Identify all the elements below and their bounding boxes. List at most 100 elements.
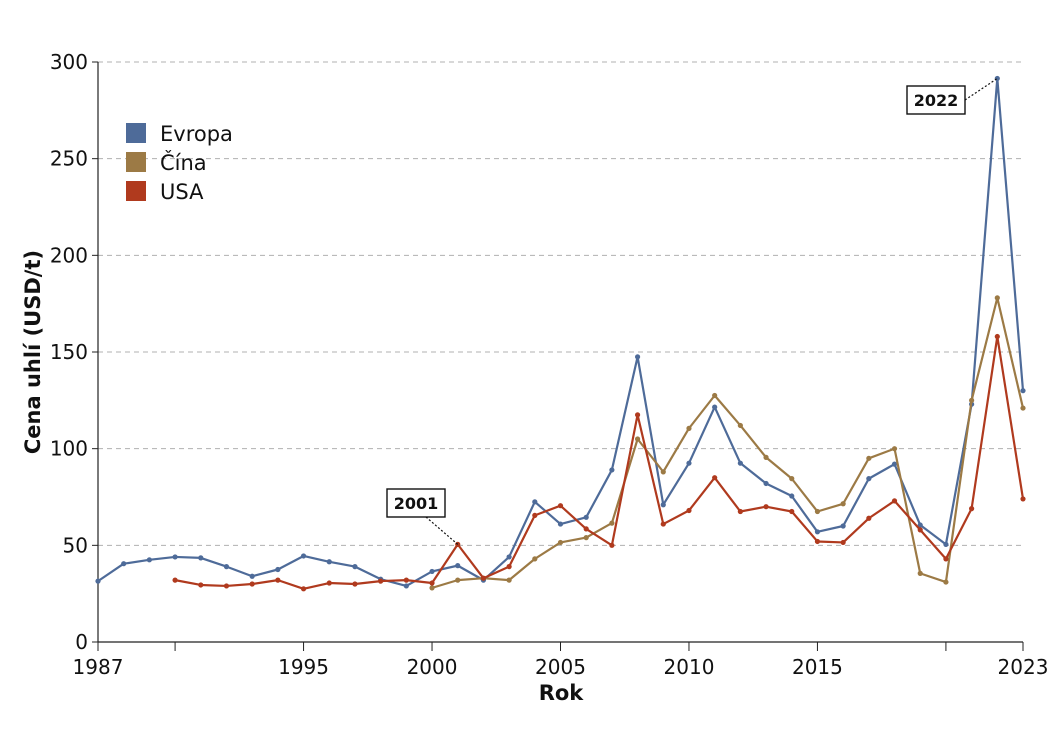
y-tick-label-0: 0	[75, 630, 88, 654]
series-1-point-2012	[737, 460, 743, 466]
series-2-point-2022	[994, 295, 1000, 301]
series-2-point-2023	[1020, 405, 1026, 411]
series-3-line	[174, 335, 1025, 590]
series-3-point-2008	[634, 412, 641, 418]
x-axis-title: Rok	[539, 681, 585, 705]
annotation-2022: 2022	[906, 77, 998, 115]
series-2-point-2010	[686, 425, 692, 431]
annotation-label-2022: 2022	[914, 91, 959, 110]
legend-swatch-2	[126, 152, 146, 172]
legend-item-1: Evropa	[126, 122, 233, 146]
series-2-point-2016	[840, 501, 846, 507]
series-3-point-1993	[249, 581, 255, 587]
series-2-point-2020	[943, 579, 949, 585]
series-1-point-2010	[686, 460, 692, 466]
series-1-point-2006	[583, 514, 589, 520]
series-1	[95, 75, 1026, 589]
series-3-point-1995	[300, 586, 307, 592]
series-1-point-2001	[455, 563, 461, 569]
series-1-point-2011	[712, 404, 718, 410]
legend-label-1: Evropa	[160, 122, 233, 146]
annotation-2001: 2001	[386, 488, 459, 545]
series-2-point-2021	[969, 397, 975, 403]
series-2-point-2018	[891, 446, 898, 452]
series-3	[172, 333, 1026, 592]
series-2-point-2012	[737, 422, 743, 429]
series-3-point-2006	[583, 526, 589, 532]
series-1-point-1990	[172, 554, 178, 560]
series-1-point-2019	[917, 522, 923, 528]
y-tick-label-150: 150	[50, 340, 88, 364]
series-1-line	[97, 77, 1025, 588]
series-3-point-2002	[480, 575, 487, 581]
annotation-box-2001	[386, 488, 446, 518]
legend-label-2: Čína	[160, 150, 207, 175]
x-tick-label-2023: 2023	[998, 655, 1049, 679]
series-3-point-2011	[712, 475, 718, 481]
series-3-point-2019	[917, 527, 923, 533]
series-1-point-1996	[326, 559, 332, 565]
series-3-point-2000	[429, 580, 435, 586]
series-2-point-2019	[917, 570, 923, 576]
series-2-point-2006	[583, 535, 589, 541]
series-3-point-2017	[866, 515, 872, 521]
x-tick-label-2000: 2000	[407, 655, 458, 679]
series-2-point-2009	[660, 469, 666, 475]
series-2-point-2005	[557, 539, 564, 546]
annotations: 2001 2022	[386, 77, 998, 545]
series-2-point-2008	[634, 436, 641, 442]
x-tick-label-1987: 1987	[73, 655, 124, 679]
series-2-point-2004	[532, 556, 538, 562]
series-2-point-2017	[866, 455, 872, 461]
series-3-point-2001	[455, 541, 461, 547]
y-axis-title: Cena uhlí (USD/t)	[21, 250, 45, 454]
y-tick-label-200: 200	[50, 243, 88, 267]
series-2-line	[431, 296, 1025, 589]
series-3-point-1997	[352, 581, 358, 587]
series-3-point-1999	[403, 577, 409, 583]
legend-label-3: USA	[160, 180, 204, 204]
series-1-point-2003	[506, 554, 512, 560]
series-1-point-1988	[121, 561, 127, 567]
legend-swatch-1	[126, 123, 146, 143]
series-1-point-2023	[1020, 388, 1026, 394]
series-2-point-2001	[455, 577, 461, 583]
series-1-point-1991	[198, 555, 204, 561]
series-3-point-1996	[326, 580, 332, 586]
series-3-point-2018	[891, 498, 898, 504]
series-1-point-2013	[763, 480, 769, 487]
series-1-point-2018	[891, 461, 898, 467]
series-2-point-2011	[712, 392, 718, 399]
series-3-point-2005	[557, 503, 564, 509]
series-3-point-2016	[840, 539, 846, 546]
series-2-point-2007	[609, 520, 615, 526]
series-1-point-1989	[146, 557, 152, 563]
x-tick-label-2015: 2015	[792, 655, 843, 679]
y-tick-label-300: 300	[50, 50, 88, 74]
series-1-point-1999	[403, 583, 409, 589]
series-3-point-2003	[506, 564, 512, 570]
series-1-point-2008	[634, 354, 641, 360]
series-1-point-2007	[609, 467, 615, 473]
series-3-point-2020	[943, 556, 949, 562]
series-3-point-2007	[609, 542, 615, 548]
series-3-point-2013	[763, 504, 769, 510]
series-group	[95, 75, 1026, 592]
series-3-point-1992	[223, 583, 230, 589]
series-3-point-2015	[814, 538, 821, 545]
series-3-point-1991	[198, 582, 204, 588]
annotation-label-2001: 2001	[394, 494, 439, 513]
series-1-point-1987	[95, 578, 101, 584]
series-3-point-2009	[660, 521, 666, 527]
x-tick-label-1995: 1995	[278, 655, 329, 679]
series-1-point-2009	[660, 502, 666, 508]
annotation-leader-2022	[964, 77, 998, 101]
legend-item-2: Čína	[126, 150, 207, 175]
x-tick-label-2005: 2005	[535, 655, 586, 679]
series-1-point-2016	[840, 523, 846, 529]
series-1-point-2014	[789, 493, 795, 499]
series-3-point-2023	[1020, 496, 1026, 502]
x-tick-label-2010: 2010	[664, 655, 715, 679]
annotation-leader-2001	[425, 516, 459, 545]
